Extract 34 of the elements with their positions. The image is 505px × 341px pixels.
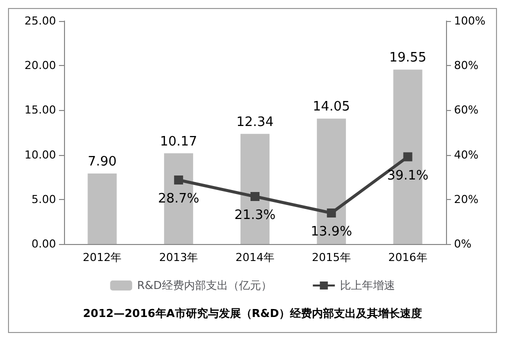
legend-label: 比上年增速 — [340, 279, 395, 292]
data-label: 7.90 — [88, 154, 117, 170]
y2-tick-label: 20% — [454, 192, 478, 206]
x-tick-label: 2013年 — [159, 251, 198, 264]
data-label: 10.17 — [160, 134, 198, 150]
x-tick-label: 2014年 — [236, 251, 274, 264]
data-label: 12.34 — [236, 114, 274, 130]
y-tick-label: 25.00 — [24, 14, 56, 28]
y2-tick-label: 0% — [454, 238, 472, 250]
data-label: 21.3% — [234, 208, 276, 223]
data-label: 19.55 — [389, 50, 426, 66]
y2-tick-label: 100% — [454, 14, 486, 28]
x-tick-label: 2016年 — [388, 251, 428, 264]
point — [403, 152, 412, 162]
x-tick-label: 2015年 — [312, 251, 351, 264]
point — [326, 208, 336, 218]
legend-label: R&D经费内部支出（亿元） — [137, 279, 272, 292]
text: 2012—2016年A市研究与发展（R&D）经费内部支出及其增长速度 — [83, 307, 422, 320]
bar — [88, 174, 117, 244]
y-tick-label: 5.00 — [32, 192, 56, 206]
y-tick-label: 20.00 — [24, 59, 56, 72]
y2-tick-label: 80% — [454, 59, 478, 72]
data-label: 13.9% — [310, 224, 352, 240]
point — [174, 176, 184, 184]
data-label: 14.05 — [312, 100, 350, 115]
y-tick-label: 15.00 — [24, 104, 56, 117]
y-tick-label: 10.00 — [24, 148, 56, 162]
y-tick-label: 0.00 — [32, 238, 56, 250]
data-label: 28.7% — [158, 192, 200, 206]
y2-tick-label: 40% — [454, 148, 478, 162]
point — [250, 192, 260, 201]
x-tick-label: 2012年 — [82, 251, 122, 264]
data-label: 39.1% — [387, 168, 428, 184]
y2-tick-label: 60% — [454, 104, 478, 117]
